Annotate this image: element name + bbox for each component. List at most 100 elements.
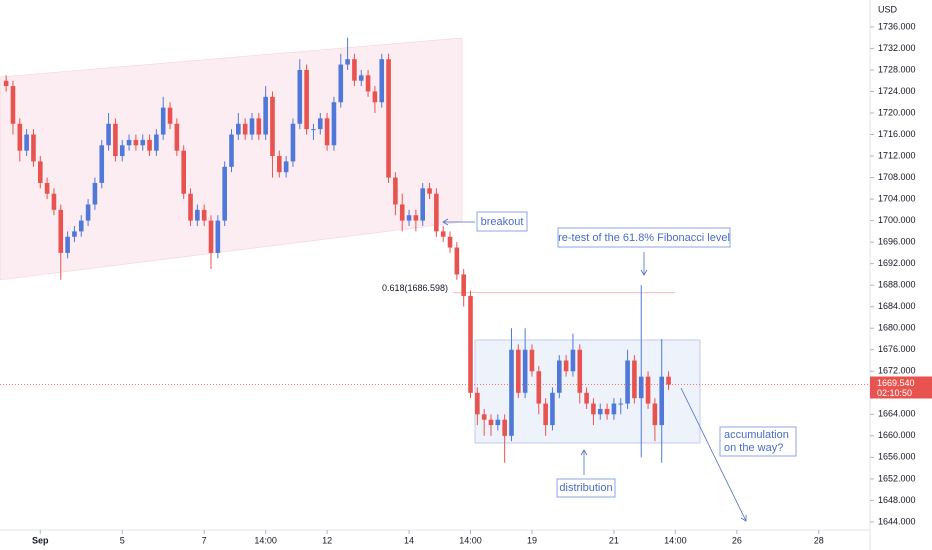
candle-body [31,134,36,162]
candle-body [529,349,535,372]
candle-body [447,236,453,248]
candle-body [570,349,576,372]
candle-body [638,376,644,399]
candle-body [652,403,658,426]
candle-body [236,123,241,135]
candle-body [495,419,501,426]
y-tick-label: 1672.000 [878,366,916,376]
candle-body [311,129,316,131]
candle-body [174,123,180,151]
candle-body [58,209,64,253]
breakout-arrow [442,218,475,226]
candle-body [324,118,330,146]
candle-body [317,118,323,130]
candle-body [201,209,207,221]
candle-body [550,392,555,426]
x-tick-label: 21 [609,535,619,545]
candle-body [604,408,610,415]
candle-body [345,59,350,65]
x-tick-label: 14 [404,535,414,545]
candle-body [666,376,671,385]
y-tick-label: 1728.000 [878,64,916,74]
candle-body [522,349,528,393]
candle-body [215,220,221,253]
y-tick-label: 1688.000 [878,280,916,290]
x-tick-label: 19 [527,535,537,545]
candle-body [618,403,624,405]
breakout-box [476,211,528,232]
candle-body [188,193,193,221]
x-tick-label: 7 [202,535,207,545]
candle-body [365,75,371,92]
candle-body [440,231,446,237]
y-tick-label: 1692.000 [878,258,916,268]
candle-body [591,403,596,415]
candle-body [65,236,70,253]
candle-body [10,86,16,124]
y-tick-label: 1716.000 [878,129,916,139]
y-tick-label: 1656.000 [878,452,916,462]
candle-body [475,392,480,415]
candle-body [611,403,617,415]
candle-body [379,59,385,103]
distribution-label: distribution [559,482,612,494]
x-tick-label: 26 [732,535,742,545]
y-tick-label: 1676.000 [878,344,916,354]
countdown-label: 02:10:50 [877,388,912,398]
candle-body [140,139,146,146]
y-tick-label: 1712.000 [878,150,916,160]
candle-body [434,193,439,232]
y-tick-label: 1680.000 [878,323,916,333]
candle-body [358,75,364,81]
accumulation-label: accumulation [724,429,789,441]
y-tick-label: 1704.000 [878,193,916,203]
candle-body [488,419,494,426]
y-tick-label: 1696.000 [878,237,916,247]
candle-body [563,360,569,372]
candle-body [92,182,98,205]
candle-body [85,204,91,221]
candle-body [304,69,309,130]
candle-body [632,360,637,399]
candle-body [249,118,255,135]
candle-body [119,145,125,157]
candle-body [37,161,43,183]
candle-body [17,123,23,151]
candle-body [625,360,630,404]
accumulation-arrow [680,387,747,522]
candle-body [352,59,357,81]
candle-body [208,220,214,253]
x-tick-label: 12 [322,535,332,545]
candle-body [283,161,289,173]
candle-body [222,166,227,221]
candle-body [406,215,412,221]
candle-body [270,96,275,157]
candle-body [536,371,542,404]
candle-body [195,209,200,221]
candle-body [556,360,562,393]
candle-body [72,231,77,237]
candle-body [290,123,296,162]
y-tick-label: 1720.000 [878,107,916,117]
candle-body [44,182,50,194]
candle-body [99,145,105,183]
y-tick-label: 1660.000 [878,430,916,440]
candle-body [24,134,29,151]
last-price-label: 1669.540 [877,378,915,388]
candle-body [256,118,262,135]
x-tick-label: 14:00 [254,535,277,545]
last-price-tag [870,376,932,399]
candle-body [468,295,473,393]
candle-body [386,59,391,178]
candle-body [154,134,159,151]
y-tick-label: 1648.000 [878,495,916,505]
candle-body [577,349,583,393]
candle-body [3,80,9,87]
x-tick-label: 5 [120,535,125,545]
y-tick-label: 1732.000 [878,43,916,53]
candle-body [427,188,432,194]
y-tick-label: 1644.000 [878,516,916,526]
candle-body [393,177,398,205]
retest-box [557,227,731,248]
